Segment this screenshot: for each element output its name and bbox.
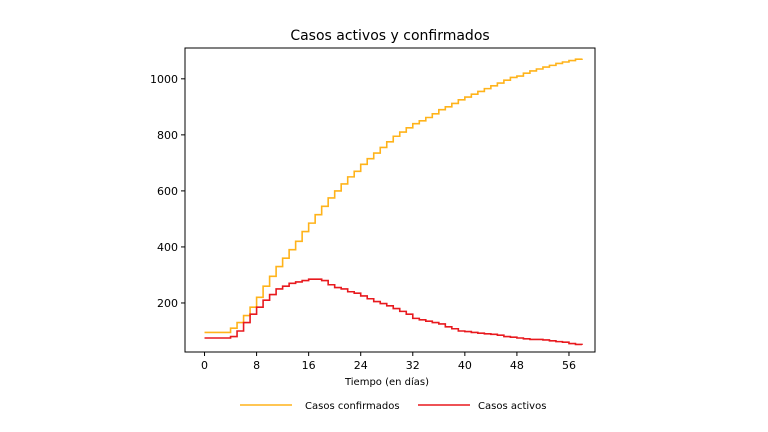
- x-axis: 0 8 16 24 32 40 48 56: [201, 352, 576, 372]
- x-tick-label: 56: [562, 359, 576, 372]
- y-axis: 200 400 600 800 1000: [150, 73, 185, 310]
- series-line-activos: [204, 278, 583, 346]
- x-tick-label: 40: [458, 359, 472, 372]
- legend-label: Casos confirmados: [305, 401, 400, 412]
- x-axis-label: Tiempo (en días): [344, 376, 429, 388]
- x-tick-label: 0: [201, 359, 208, 372]
- y-tick-label: 200: [157, 297, 178, 310]
- legend: Casos confirmados Casos activos: [240, 401, 546, 412]
- legend-label: Casos activos: [478, 401, 546, 412]
- y-tick-label: 400: [157, 241, 178, 254]
- x-tick-label: 32: [406, 359, 420, 372]
- chart-title: Casos activos y confirmados: [290, 28, 489, 44]
- y-tick-label: 800: [157, 129, 178, 142]
- x-tick-label: 48: [510, 359, 524, 372]
- series-lines: [204, 58, 583, 346]
- x-tick-label: 16: [302, 359, 316, 372]
- plot-area: [184, 47, 596, 353]
- x-tick-label: 8: [253, 359, 260, 372]
- y-tick-label: 1000: [150, 73, 178, 86]
- x-tick-label: 24: [354, 359, 368, 372]
- series-line-confirmados: [204, 58, 583, 334]
- y-tick-label: 600: [157, 185, 178, 198]
